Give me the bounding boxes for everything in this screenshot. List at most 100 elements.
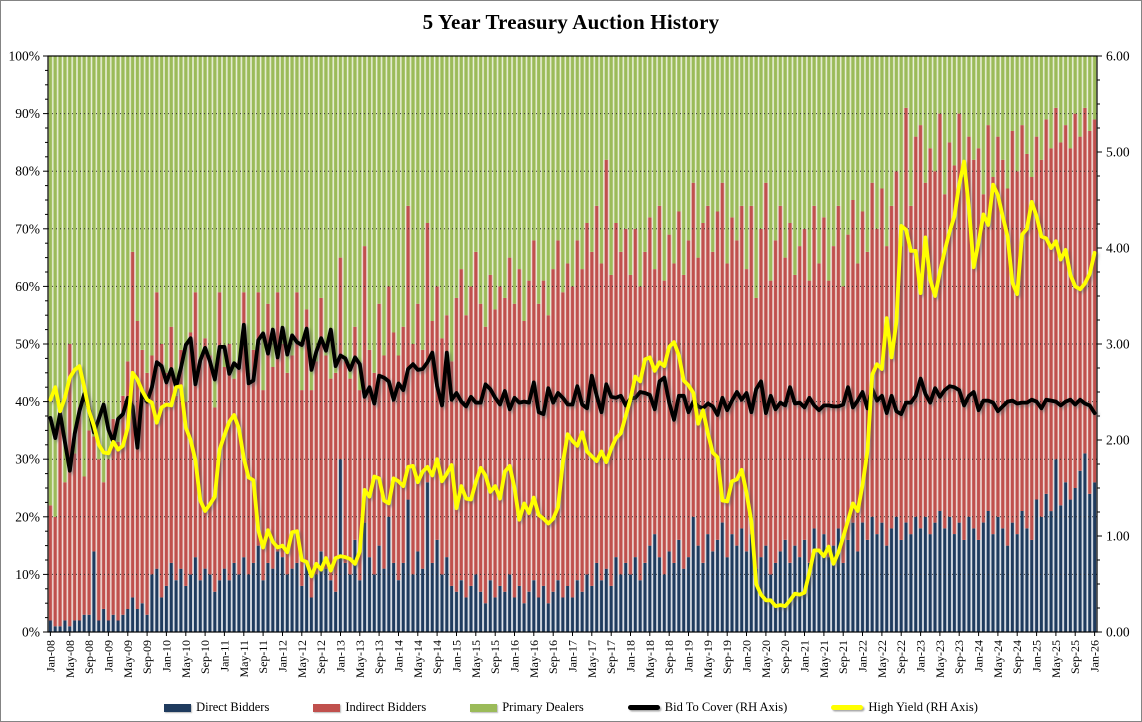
svg-text:Jan-10: Jan-10 — [159, 640, 173, 672]
svg-text:Sep-21: Sep-21 — [836, 640, 850, 674]
primary-dealers-swatch-icon — [470, 703, 498, 712]
svg-text:Jan-16: Jan-16 — [508, 640, 522, 672]
svg-text:Sep-22: Sep-22 — [894, 640, 908, 674]
svg-text:Sep-25: Sep-25 — [1068, 640, 1082, 674]
svg-text:6.00: 6.00 — [1106, 49, 1130, 64]
svg-text:80%: 80% — [15, 164, 40, 179]
legend-label-indirect-bidders: Indirect Bidders — [345, 700, 427, 714]
svg-text:Jan-18: Jan-18 — [624, 640, 638, 672]
svg-text:70%: 70% — [15, 221, 40, 236]
chart-title: 5 Year Treasury Auction History — [422, 10, 720, 34]
svg-text:0%: 0% — [22, 625, 40, 640]
svg-text:May-18: May-18 — [643, 640, 657, 678]
svg-text:May-21: May-21 — [817, 640, 831, 678]
axis-ticks — [43, 55, 1102, 633]
svg-text:May-08: May-08 — [63, 640, 77, 678]
svg-text:Jan-20: Jan-20 — [740, 640, 754, 672]
svg-text:Jan-23: Jan-23 — [914, 640, 928, 672]
svg-text:1.00: 1.00 — [1106, 529, 1130, 544]
svg-text:May-10: May-10 — [179, 640, 193, 678]
legend-label-direct-bidders: Direct Bidders — [196, 700, 270, 714]
svg-text:Jan-17: Jan-17 — [566, 640, 580, 672]
svg-text:10%: 10% — [15, 567, 40, 582]
legend-item-indirect-bidders: Indirect Bidders — [313, 700, 426, 715]
svg-text:60%: 60% — [15, 279, 40, 294]
svg-text:May-15: May-15 — [469, 640, 483, 678]
svg-text:Jan-09: Jan-09 — [101, 640, 115, 672]
svg-text:100%: 100% — [9, 49, 41, 64]
bid-to-cover-line — [48, 322, 1097, 473]
svg-text:20%: 20% — [15, 509, 40, 524]
legend-item-bid-to-cover: Bid To Cover (RH Axis) — [627, 700, 788, 715]
svg-text:Sep-11: Sep-11 — [256, 640, 270, 674]
svg-text:30%: 30% — [15, 452, 40, 467]
svg-text:Jan-13: Jan-13 — [334, 640, 348, 672]
svg-text:Sep-13: Sep-13 — [372, 640, 386, 674]
right-axis-labels: 6.00 5.00 4.00 3.00 2.00 1.00 0.00 — [1106, 49, 1130, 640]
svg-text:Sep-18: Sep-18 — [662, 640, 676, 674]
svg-text:May-25: May-25 — [1049, 640, 1063, 678]
svg-text:Jan-11: Jan-11 — [217, 640, 231, 672]
left-axis-labels: 100% 90% 80% 70% 60% 50% 40% 30% 20% 10% 0% — [9, 49, 41, 640]
svg-text:May-12: May-12 — [295, 640, 309, 678]
svg-text:Sep-10: Sep-10 — [198, 640, 212, 674]
svg-text:Sep-09: Sep-09 — [140, 640, 154, 674]
svg-text:May-09: May-09 — [121, 640, 135, 678]
svg-text:Sep-08: Sep-08 — [82, 640, 96, 674]
svg-text:Jan-19: Jan-19 — [682, 640, 696, 672]
svg-text:Sep-17: Sep-17 — [604, 640, 618, 674]
svg-text:May-14: May-14 — [411, 640, 425, 678]
svg-text:3.00: 3.00 — [1106, 337, 1130, 352]
legend-item-high-yield: High Yield (RH Axis) — [831, 700, 978, 715]
svg-text:Jan-08: Jan-08 — [43, 640, 57, 672]
svg-text:Sep-23: Sep-23 — [952, 640, 966, 674]
svg-text:May-17: May-17 — [585, 640, 599, 678]
indirect-bidders-swatch-icon — [313, 703, 341, 712]
svg-text:Jan-24: Jan-24 — [972, 640, 986, 672]
svg-text:May-16: May-16 — [527, 640, 541, 678]
svg-text:May-20: May-20 — [759, 640, 773, 678]
bars-direct-bidders: .bdir .lt{fill:#b3bdcb}.bdir .dk{fill:#1… — [48, 453, 1097, 632]
direct-bidders-swatch-icon — [164, 703, 192, 712]
svg-text:Sep-16: Sep-16 — [546, 640, 560, 674]
svg-text:May-22: May-22 — [875, 640, 889, 678]
svg-text:4.00: 4.00 — [1106, 241, 1130, 256]
x-axis-ticks — [49, 632, 1096, 636]
svg-text:Sep-20: Sep-20 — [778, 640, 792, 674]
svg-text:May-24: May-24 — [991, 640, 1005, 678]
svg-text:0.00: 0.00 — [1106, 625, 1130, 640]
svg-text:Jan-22: Jan-22 — [856, 640, 870, 672]
legend-item-direct-bidders: Direct Bidders — [164, 700, 269, 715]
high-yield-swatch-icon — [831, 705, 864, 710]
svg-text:Jan-26: Jan-26 — [1088, 640, 1102, 672]
legend-label-bid-to-cover: Bid To Cover (RH Axis) — [664, 700, 788, 714]
svg-text:May-11: May-11 — [237, 640, 251, 678]
bars-primary-dealers — [48, 56, 1097, 517]
svg-text:40%: 40% — [15, 394, 40, 409]
svg-text:50%: 50% — [15, 337, 40, 352]
legend-item-primary-dealers: Primary Dealers — [470, 700, 584, 715]
svg-text:5.00: 5.00 — [1106, 145, 1130, 160]
svg-text:Sep-19: Sep-19 — [720, 640, 734, 674]
svg-text:Jan-12: Jan-12 — [276, 640, 290, 672]
x-axis-labels: Jan-08 May-08 Sep-08 Jan-09 May-09 Sep-09 Jan-… — [43, 640, 1101, 678]
legend-label-high-yield: High Yield (RH Axis) — [868, 700, 978, 714]
svg-text:90%: 90% — [15, 106, 40, 121]
svg-text:Sep-24: Sep-24 — [1010, 640, 1024, 674]
svg-text:Sep-14: Sep-14 — [430, 640, 444, 674]
svg-text:Jan-15: Jan-15 — [450, 640, 464, 672]
svg-text:May-19: May-19 — [701, 640, 715, 678]
svg-text:2.00: 2.00 — [1106, 433, 1130, 448]
high-yield-line — [48, 159, 1097, 608]
svg-text:Sep-12: Sep-12 — [314, 640, 328, 674]
svg-text:Jan-21: Jan-21 — [798, 640, 812, 672]
svg-text:Jan-25: Jan-25 — [1030, 640, 1044, 672]
bid-to-cover-swatch-icon — [627, 705, 660, 710]
chart-legend: Direct Bidders Indirect Bidders Primary … — [1, 700, 1141, 715]
svg-text:May-13: May-13 — [353, 640, 367, 678]
svg-text:May-23: May-23 — [933, 640, 947, 678]
svg-text:Sep-15: Sep-15 — [488, 640, 502, 674]
svg-text:Jan-14: Jan-14 — [392, 640, 406, 672]
